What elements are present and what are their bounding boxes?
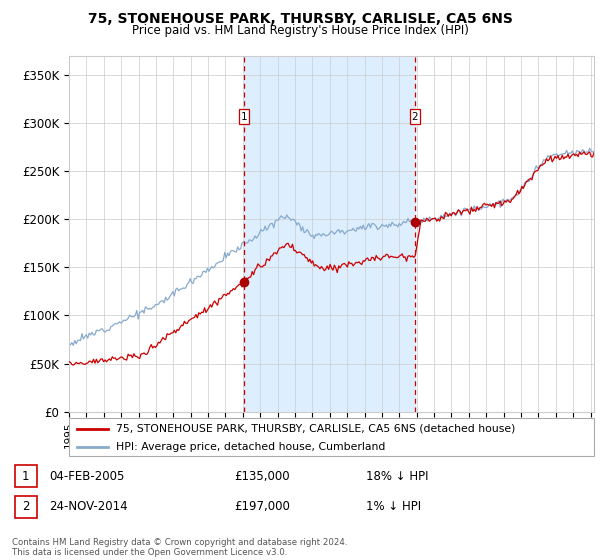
Text: 04-FEB-2005: 04-FEB-2005: [49, 470, 125, 483]
FancyBboxPatch shape: [15, 465, 37, 487]
Text: Contains HM Land Registry data © Crown copyright and database right 2024.
This d: Contains HM Land Registry data © Crown c…: [12, 538, 347, 557]
Text: £197,000: £197,000: [234, 500, 290, 513]
Text: 18% ↓ HPI: 18% ↓ HPI: [366, 470, 429, 483]
Text: £135,000: £135,000: [234, 470, 289, 483]
FancyBboxPatch shape: [15, 496, 37, 518]
FancyBboxPatch shape: [410, 109, 420, 124]
Text: 2: 2: [412, 111, 418, 122]
Text: HPI: Average price, detached house, Cumberland: HPI: Average price, detached house, Cumb…: [116, 442, 386, 452]
Text: 75, STONEHOUSE PARK, THURSBY, CARLISLE, CA5 6NS (detached house): 75, STONEHOUSE PARK, THURSBY, CARLISLE, …: [116, 423, 515, 433]
Text: 75, STONEHOUSE PARK, THURSBY, CARLISLE, CA5 6NS: 75, STONEHOUSE PARK, THURSBY, CARLISLE, …: [88, 12, 512, 26]
Text: 1: 1: [241, 111, 248, 122]
Bar: [244, 56, 415, 412]
Text: Price paid vs. HM Land Registry's House Price Index (HPI): Price paid vs. HM Land Registry's House …: [131, 24, 469, 36]
Text: 2: 2: [22, 500, 29, 513]
Text: 1% ↓ HPI: 1% ↓ HPI: [366, 500, 421, 513]
Text: 1: 1: [22, 470, 29, 483]
FancyBboxPatch shape: [69, 418, 594, 456]
FancyBboxPatch shape: [239, 109, 249, 124]
Text: 24-NOV-2014: 24-NOV-2014: [49, 500, 128, 513]
